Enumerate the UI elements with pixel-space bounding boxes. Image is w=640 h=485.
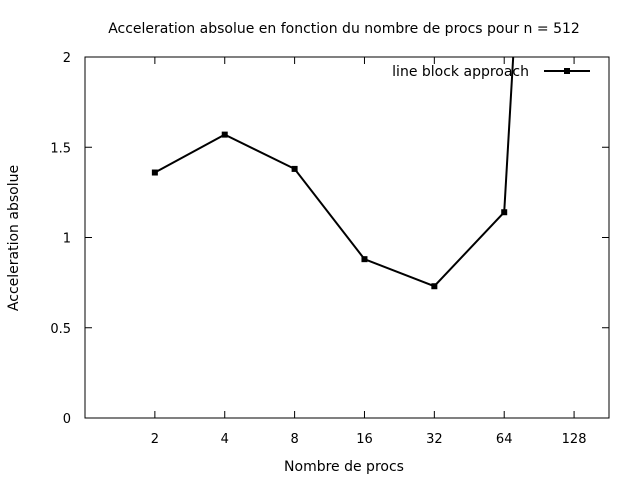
- data-point: [431, 283, 438, 290]
- x-axis-label: Nombre de procs: [284, 459, 404, 475]
- data-point: [291, 165, 298, 172]
- data-point: [501, 209, 508, 216]
- series-layer: [151, 56, 515, 290]
- legend-entry-label: line block approach: [392, 64, 529, 80]
- x-tick-label: 64: [496, 432, 513, 447]
- x-tick-label: 16: [356, 432, 373, 447]
- data-point: [361, 256, 368, 263]
- y-axis-label: Acceleration absolue: [6, 165, 22, 311]
- axis-ticks: 2 4 8 16 32 64 128 0 0.5 1 1.5 2: [50, 51, 609, 447]
- data-point: [221, 131, 228, 138]
- legend: line block approach: [392, 64, 590, 80]
- y-tick-label: 1.5: [50, 141, 71, 156]
- y-tick-label: 1: [63, 232, 71, 247]
- x-tick-label: 8: [290, 432, 298, 447]
- x-tick-label: 2: [151, 432, 159, 447]
- x-tick-label: 4: [221, 432, 229, 447]
- chart-title: Acceleration absolue en fonction du nomb…: [108, 21, 580, 37]
- data-point: [151, 169, 158, 176]
- y-tick-label: 0: [63, 412, 71, 427]
- y-tick-label: 2: [63, 51, 71, 66]
- y-tick-label: 0.5: [50, 322, 71, 337]
- x-tick-label: 128: [562, 432, 587, 447]
- x-tick-label: 32: [426, 432, 443, 447]
- series-line: [154, 56, 515, 288]
- legend-marker: [564, 68, 570, 74]
